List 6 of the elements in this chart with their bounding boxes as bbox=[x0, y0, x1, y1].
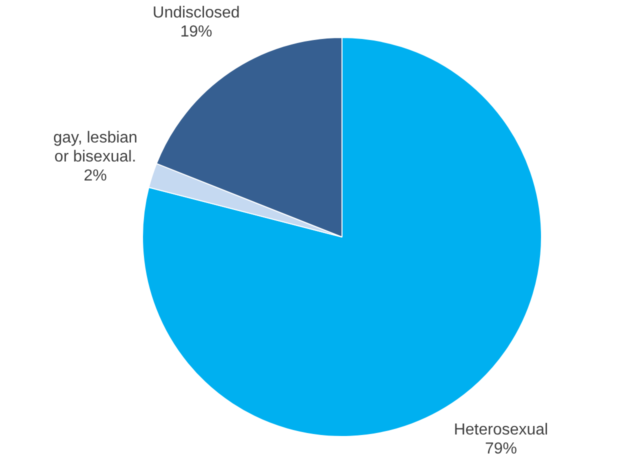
data-label: 79% bbox=[484, 440, 517, 458]
slice-label: Heterosexual bbox=[454, 421, 548, 438]
slice-label: Undisclosed bbox=[152, 4, 240, 22]
slice-label: gay, lesbian or bisexual. bbox=[53, 129, 138, 166]
data-label: 19% bbox=[180, 23, 212, 40]
data-label: 2% bbox=[84, 167, 107, 184]
